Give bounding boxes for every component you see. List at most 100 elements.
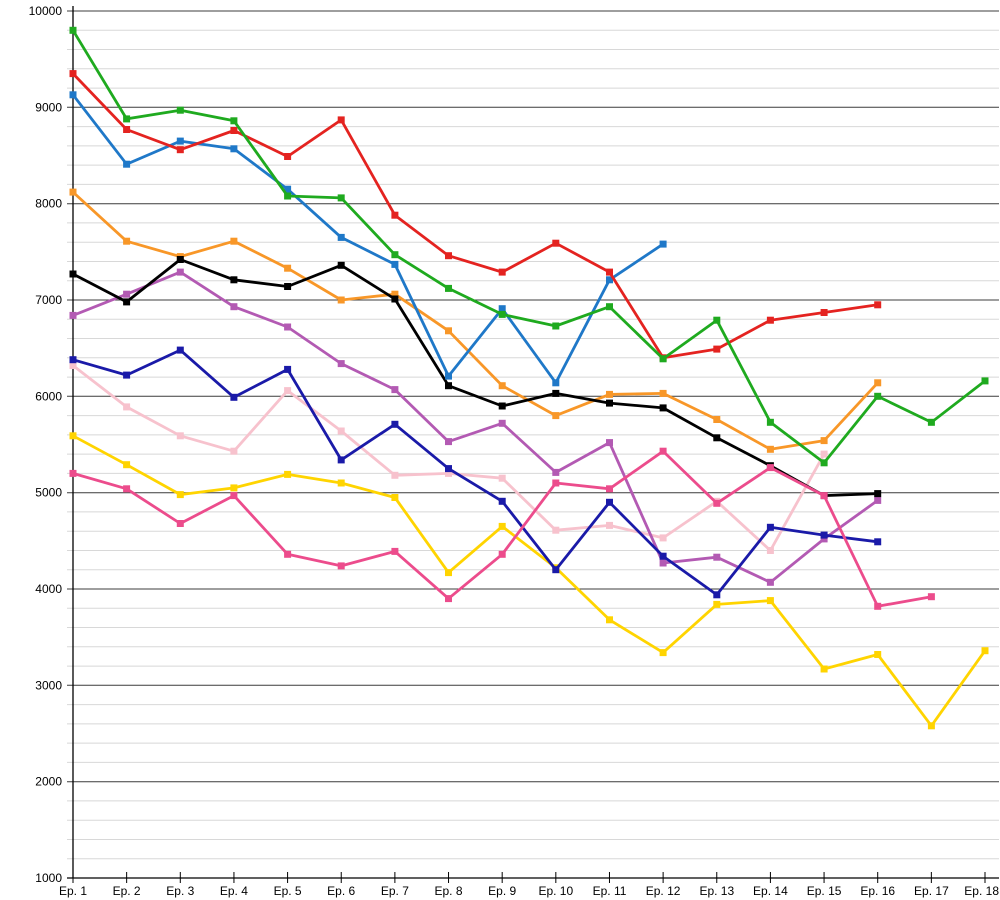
series-marker-magenta-series (713, 499, 721, 507)
series-marker-pink-series (766, 547, 774, 554)
series-marker-navy-series (498, 497, 506, 505)
series-marker-pink-series (498, 474, 506, 482)
series-marker-blue-series (284, 185, 292, 193)
series-marker-purple-series (391, 386, 399, 394)
series-marker-black-series (123, 298, 131, 306)
series-marker-purple-series (659, 559, 667, 567)
series-marker-magenta-series (552, 479, 560, 487)
series-marker-green-series (123, 115, 131, 123)
series-marker-yellow-series (659, 649, 667, 657)
series-marker-orange-series (874, 379, 882, 387)
x-axis-label: Ep. 10 (538, 884, 573, 898)
y-axis-label: 4000 (35, 582, 62, 596)
series-marker-black-series (659, 404, 667, 412)
series-marker-blue-series (123, 160, 131, 168)
series-marker-red-series (606, 268, 613, 276)
series-marker-pink-series (123, 403, 131, 411)
series-marker-black-series (445, 382, 452, 390)
series-line-purple-series (71, 270, 880, 584)
x-axis-label: Ep. 15 (807, 884, 842, 898)
series-marker-yellow-series (123, 461, 131, 469)
series-line-black-series (71, 258, 880, 498)
series-marker-black-series (498, 402, 506, 410)
series-marker-yellow-series (391, 494, 399, 501)
series-marker-yellow-series (176, 491, 184, 499)
series-marker-purple-series (606, 439, 613, 447)
series-marker-red-series (874, 301, 882, 309)
series-marker-red-series (445, 252, 452, 260)
series-marker-red-series (230, 127, 238, 134)
series-marker-black-series (391, 295, 399, 303)
x-axis-label: Ep. 1 (59, 884, 87, 898)
series-marker-green-series (820, 459, 828, 467)
series-marker-green-series (981, 377, 989, 385)
series-marker-green-series (230, 117, 238, 125)
series-marker-magenta-series (874, 602, 882, 610)
series-marker-green-series (927, 418, 935, 426)
series-marker-black-series (284, 283, 292, 290)
series-line-red-series (71, 72, 880, 360)
x-axis-label: Ep. 5 (274, 884, 302, 898)
series-marker-purple-series (713, 553, 721, 561)
series-line-orange-series (71, 190, 880, 451)
series-marker-magenta-series (659, 447, 667, 455)
series-marker-blue-series (391, 260, 399, 268)
series-marker-red-series (766, 316, 774, 324)
x-axis-label: Ep. 7 (381, 884, 409, 898)
series-marker-pink-series (176, 432, 184, 440)
y-axis-label: 8000 (35, 197, 62, 211)
series-marker-magenta-series (230, 492, 238, 500)
series-marker-blue-series (176, 137, 184, 145)
series-marker-green-series (69, 26, 77, 34)
series-marker-black-series (552, 389, 560, 397)
series-marker-yellow-series (498, 522, 506, 530)
series-marker-black-series (337, 261, 345, 269)
x-axis-label: Ep. 8 (434, 884, 462, 898)
series-marker-navy-series (659, 552, 667, 560)
series-marker-red-series (69, 70, 77, 78)
series-marker-yellow-series (284, 470, 292, 478)
series-marker-navy-series (391, 420, 399, 428)
series-marker-orange-series (445, 327, 452, 335)
series-marker-red-series (498, 268, 506, 276)
series-marker-orange-series (766, 445, 774, 453)
series-marker-yellow-series (445, 569, 452, 577)
y-axis-label: 2000 (35, 775, 62, 789)
series-marker-green-series (874, 392, 882, 400)
series-marker-green-series (659, 355, 667, 363)
series-marker-red-series (123, 126, 131, 133)
series-marker-navy-series (445, 465, 452, 473)
x-axis-label: Ep. 16 (860, 884, 895, 898)
series-marker-navy-series (337, 456, 345, 464)
series-marker-black-series (69, 270, 77, 278)
series-marker-blue-series (606, 276, 613, 284)
series-marker-purple-series (874, 496, 882, 504)
series-marker-navy-series (284, 365, 292, 373)
y-axis-label: 10000 (29, 4, 63, 18)
series-marker-blue-series (230, 145, 238, 153)
series-marker-orange-series (820, 437, 828, 445)
x-axis-label: Ep. 18 (964, 884, 999, 898)
series-marker-pink-series (230, 447, 238, 455)
series-marker-purple-series (445, 438, 452, 446)
series-marker-pink-series (445, 469, 452, 477)
series-marker-yellow-series (927, 722, 935, 730)
series-marker-magenta-series (498, 550, 506, 558)
series-marker-purple-series (337, 360, 345, 368)
series-marker-green-series (445, 284, 452, 292)
x-axis-label: Ep. 17 (914, 884, 949, 898)
y-axis-label: 9000 (35, 100, 62, 114)
series-marker-red-series (713, 345, 721, 353)
series-marker-orange-series (498, 382, 506, 390)
y-axis-label: 5000 (35, 486, 62, 500)
series-marker-yellow-series (606, 616, 613, 624)
series-marker-purple-series (552, 468, 560, 476)
series-marker-blue-series (69, 91, 77, 99)
series-marker-blue-series (552, 379, 560, 387)
series-marker-blue-series (659, 240, 667, 248)
series-marker-magenta-series (176, 520, 184, 527)
series-marker-red-series (284, 153, 292, 160)
series-marker-blue-series (445, 372, 452, 380)
series-marker-green-series (713, 316, 721, 324)
